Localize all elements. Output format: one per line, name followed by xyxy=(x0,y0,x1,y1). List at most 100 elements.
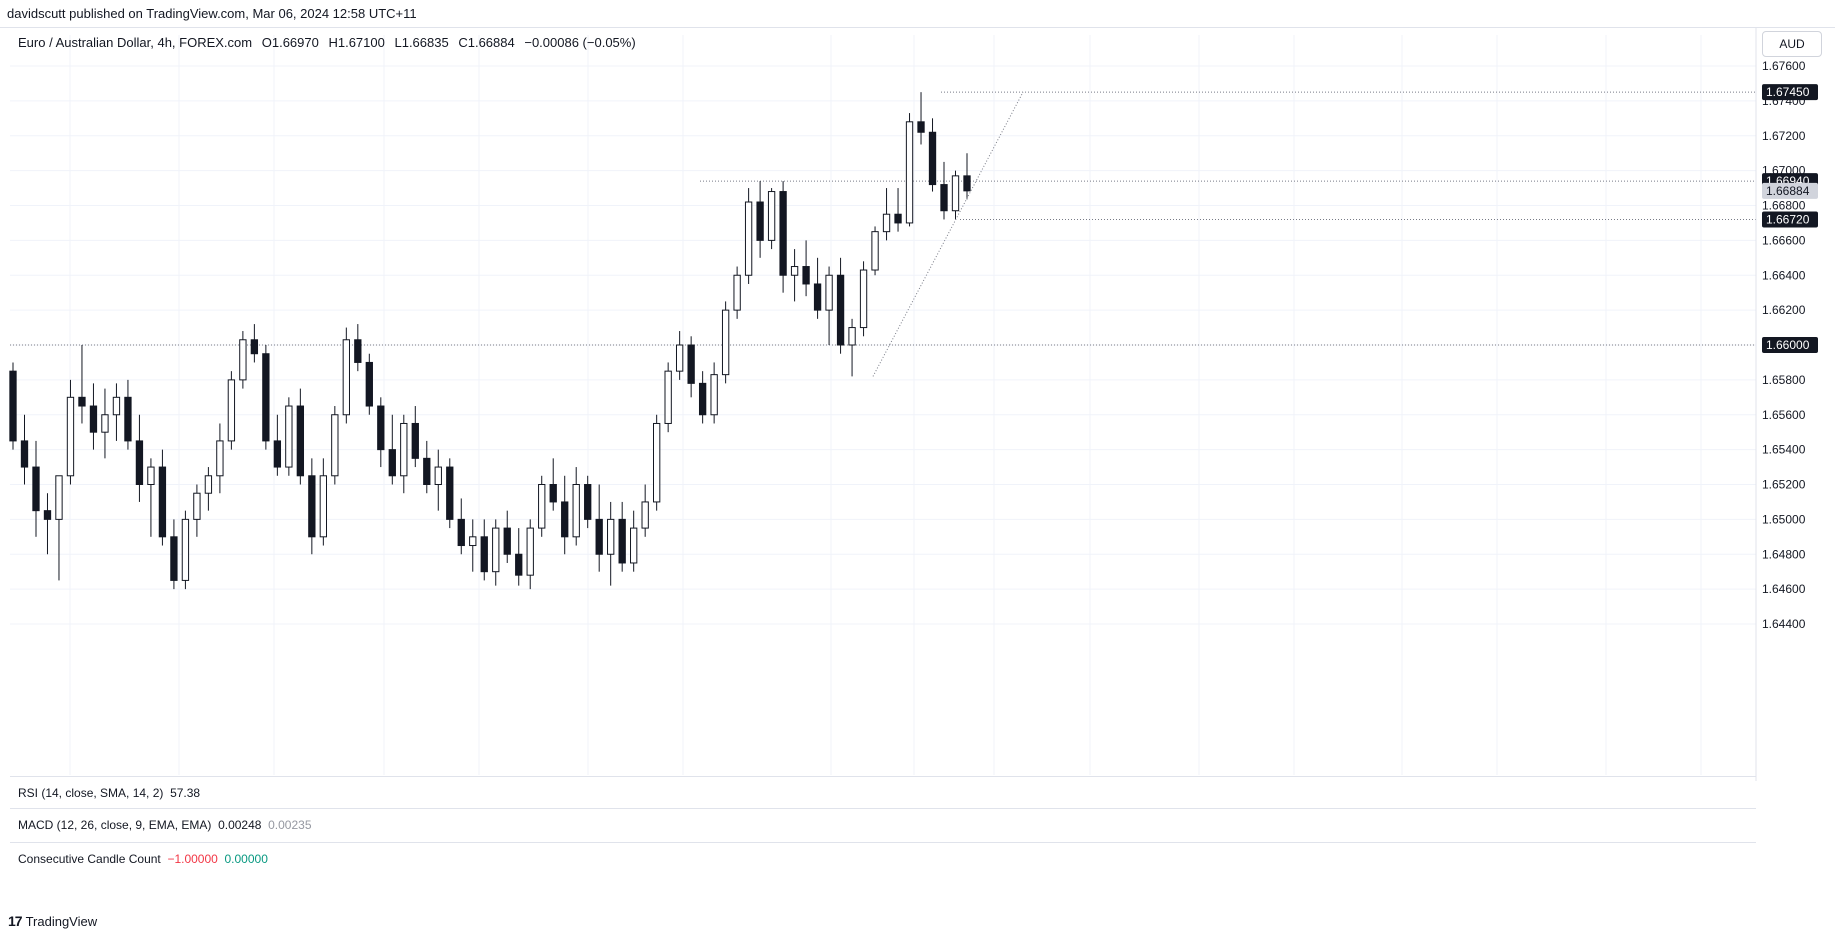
candle-down xyxy=(457,518,465,547)
footer: 17 TradingView xyxy=(8,913,97,929)
candle-down xyxy=(170,536,178,581)
candle-up xyxy=(147,466,155,485)
published-info: davidscutt published on TradingView.com,… xyxy=(7,6,417,21)
candle-up xyxy=(733,274,741,311)
candle-down xyxy=(250,339,259,355)
candles xyxy=(9,92,971,590)
candle-up xyxy=(285,405,293,468)
y-tick-label: 1.66800 xyxy=(1762,199,1806,213)
y-tick-label: 1.67200 xyxy=(1762,129,1806,143)
rsi-label: RSI (14, close, SMA, 14, 2) xyxy=(18,786,164,800)
candle-up xyxy=(641,501,649,529)
price-label-bg xyxy=(1762,182,1818,199)
candle-up xyxy=(181,518,190,581)
ccc-pane[interactable]: Consecutive Candle Count −1.00000 0.0000… xyxy=(10,842,1756,876)
candle-down xyxy=(388,449,396,477)
y-tick-label: 1.67600 xyxy=(1762,59,1806,73)
y-tick-label: 1.64800 xyxy=(1762,547,1806,561)
candle-down xyxy=(561,501,569,538)
candle-up xyxy=(951,175,960,212)
y-tick-label: 1.66600 xyxy=(1762,233,1806,247)
candle-up xyxy=(538,484,546,529)
y-tick-label: 1.64400 xyxy=(1762,617,1806,631)
price-label: 1.66884 xyxy=(1766,184,1810,198)
candlestick-chart[interactable]: 1.676001.674001.672001.670001.668001.666… xyxy=(0,27,1835,781)
macd-value: 0.00248 xyxy=(218,818,262,832)
price-label: 1.66000 xyxy=(1766,338,1810,352)
ccc-legend: Consecutive Candle Count −1.00000 0.0000… xyxy=(18,852,268,866)
y-tick-label: 1.65200 xyxy=(1762,478,1806,492)
tradingview-logo-icon[interactable]: 17 xyxy=(8,913,23,929)
candle-down xyxy=(480,536,488,573)
candle-up xyxy=(664,370,672,424)
macd-pane[interactable]: MACD (12, 26, close, 9, EMA, EMA) 0.0024… xyxy=(10,808,1756,843)
candle-up xyxy=(825,274,833,311)
candle-down xyxy=(411,422,419,459)
candle-down xyxy=(32,466,40,512)
candle-up xyxy=(572,484,580,538)
candle-down xyxy=(940,184,948,212)
y-tick-label: 1.66200 xyxy=(1762,303,1806,317)
candle-up xyxy=(434,466,442,485)
ohlc-high: H1.67100 xyxy=(328,35,385,50)
candle-up xyxy=(790,266,799,276)
ohlc-open: O1.66970 xyxy=(261,35,319,50)
candle-down xyxy=(618,518,626,564)
candle-up xyxy=(112,396,121,416)
candle-down xyxy=(124,396,132,442)
y-tick-label: 1.65000 xyxy=(1762,512,1806,526)
candle-down xyxy=(446,466,454,520)
candle-up xyxy=(607,518,615,555)
currency-selector[interactable]: AUD xyxy=(1762,31,1822,57)
candle-up xyxy=(848,327,856,346)
candle-up xyxy=(400,422,408,477)
price-label-bg xyxy=(1762,337,1818,353)
candle-down xyxy=(89,405,98,433)
candle-down xyxy=(135,440,144,485)
candle-up xyxy=(767,191,776,241)
trendline-segment[interactable] xyxy=(872,91,1024,377)
candle-up xyxy=(871,231,879,271)
price-label-bg xyxy=(1762,84,1818,101)
candle-down xyxy=(503,527,511,555)
macd-legend: MACD (12, 26, close, 9, EMA, EMA) 0.0024… xyxy=(18,818,312,832)
candle-up xyxy=(204,475,213,494)
ohlc-low: L1.66835 xyxy=(394,35,449,50)
ohlc-close: C1.66884 xyxy=(458,35,515,50)
candle-down xyxy=(917,121,925,133)
candle-down xyxy=(515,553,523,576)
candle-up xyxy=(331,414,339,477)
footer-brand[interactable]: TradingView xyxy=(25,913,98,929)
candle-down xyxy=(354,339,362,363)
candle-up xyxy=(319,475,327,538)
y-tick-label: 1.66400 xyxy=(1762,268,1806,282)
ccc-value-2: 0.00000 xyxy=(224,852,268,866)
candle-down xyxy=(423,457,431,485)
macd-label: MACD (12, 26, close, 9, EMA, EMA) xyxy=(18,818,212,832)
candle-up xyxy=(721,309,730,376)
price-label: 1.67450 xyxy=(1766,85,1810,99)
candle-down xyxy=(928,131,937,186)
candle-down xyxy=(365,361,373,407)
ccc-label: Consecutive Candle Count xyxy=(18,852,161,866)
candle-down xyxy=(698,382,707,416)
candle-down xyxy=(595,518,603,555)
candle-down xyxy=(687,344,695,384)
candle-down xyxy=(756,201,764,241)
candle-up xyxy=(744,201,753,276)
candle-up xyxy=(905,121,914,224)
candle-down xyxy=(158,466,167,538)
candle-up xyxy=(859,269,868,329)
rsi-pane[interactable]: RSI (14, close, SMA, 14, 2) 57.38 xyxy=(10,776,1756,808)
candle-down xyxy=(779,191,787,276)
symbol-title[interactable]: Euro / Australian Dollar, 4h, FOREX.com xyxy=(18,35,253,50)
price-axis[interactable]: 1.676001.674001.672001.670001.668001.666… xyxy=(1755,27,1806,781)
candle-up xyxy=(675,344,684,372)
candle-up xyxy=(882,213,891,233)
price-label-bg xyxy=(1762,211,1818,228)
trendline[interactable] xyxy=(872,91,1024,377)
y-tick-label: 1.65400 xyxy=(1762,443,1806,457)
candle-up xyxy=(469,536,477,547)
candle-down xyxy=(549,484,557,503)
